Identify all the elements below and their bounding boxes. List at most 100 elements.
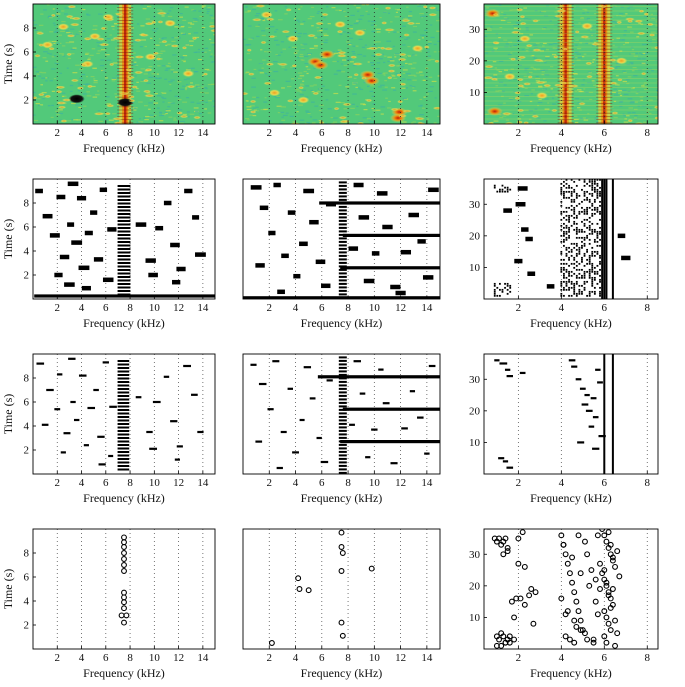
- heatmap-texture: [246, 106, 252, 108]
- heatmap-texture: [380, 84, 385, 86]
- heatmap-texture: [515, 122, 519, 124]
- heatmap-texture: [383, 74, 386, 76]
- mask-pixel: [599, 268, 601, 271]
- mask-pixel: [583, 180, 586, 183]
- heatmap-texture: [366, 118, 372, 120]
- mask-blob: [99, 187, 108, 193]
- heatmap-texture: [338, 84, 342, 86]
- heatmap-texture: [158, 52, 163, 55]
- mask-pixel: [501, 288, 504, 291]
- heatmap-texture: [116, 50, 121, 52]
- heatmap-spot: [398, 52, 407, 57]
- heatmap-texture: [642, 58, 646, 60]
- heatmap-texture: [263, 108, 269, 110]
- heatmap-texture: [643, 88, 648, 91]
- heatmap-spot: [390, 107, 399, 112]
- mask-column-dash: [121, 360, 130, 362]
- heatmap-texture: [342, 31, 347, 33]
- mask-pixel: [575, 244, 578, 247]
- heatmap-spot: [71, 16, 82, 21]
- mask-pixel: [504, 186, 506, 189]
- mask-pixel: [568, 230, 570, 233]
- heatmap-texture: [624, 118, 627, 120]
- mask-column-dash: [338, 195, 347, 198]
- data-point: [560, 541, 567, 548]
- mask-column: [603, 179, 606, 299]
- heatmap-spot: [131, 85, 138, 89]
- mask-pixel: [560, 294, 563, 297]
- heatmap-texture: [594, 13, 598, 15]
- mask-pixel: [596, 192, 599, 195]
- heatmap-band-stripe: [596, 23, 613, 24]
- heatmap-texture: [635, 52, 638, 54]
- heatmap-spot: [249, 110, 257, 114]
- heatmap-texture: [83, 83, 89, 85]
- x-tick-label: 2: [267, 477, 273, 489]
- heatmap-texture: [339, 33, 343, 36]
- heatmap-texture: [114, 47, 119, 49]
- mask-pixel: [591, 188, 594, 191]
- heatmap-texture: [156, 95, 162, 97]
- heatmap-texture: [323, 16, 326, 19]
- heatmap-band-stripe: [596, 16, 613, 18]
- mask-blob: [376, 191, 388, 196]
- mask-column-dash: [338, 209, 347, 212]
- heatmap-texture: [656, 80, 658, 82]
- mask-pixel: [493, 288, 496, 291]
- heatmap-texture: [588, 43, 593, 45]
- heatmap-texture: [305, 110, 309, 112]
- x-tick-label: 4: [79, 127, 85, 139]
- heatmap-texture: [64, 13, 68, 15]
- mask-pixel: [563, 276, 565, 279]
- heatmap-texture: [302, 20, 306, 23]
- heatmap-texture: [170, 69, 175, 71]
- heatmap-texture: [268, 120, 272, 122]
- mask-pixel: [591, 282, 594, 285]
- x-tick-label: 12: [173, 477, 184, 489]
- heatmap-texture: [332, 117, 338, 119]
- mask-column-dash: [338, 373, 347, 376]
- heatmap-band-stripe: [557, 52, 574, 53]
- heatmap-texture: [207, 83, 213, 86]
- heatmap-texture: [374, 8, 379, 10]
- heatmap-texture: [212, 100, 215, 102]
- heatmap-texture: [648, 112, 652, 115]
- heatmap-texture: [576, 59, 581, 61]
- heatmap-texture: [554, 16, 557, 19]
- heatmap-texture: [370, 24, 375, 26]
- heatmap-spot: [247, 72, 255, 76]
- heatmap-spot: [112, 36, 123, 40]
- mask-pixel: [575, 242, 578, 245]
- plot-area: [33, 529, 215, 649]
- heatmap-spot: [144, 94, 155, 98]
- heatmap-texture: [555, 7, 560, 9]
- heatmap-texture: [630, 100, 635, 103]
- heatmap-spot: [352, 62, 363, 66]
- heatmap-texture: [594, 117, 600, 119]
- mask-blob: [135, 222, 147, 227]
- heatmap-texture: [161, 92, 167, 94]
- heatmap-texture: [201, 74, 204, 76]
- heatmap-texture: [171, 71, 175, 73]
- heatmap-texture: [251, 86, 256, 88]
- mask-pixel: [563, 244, 565, 247]
- heatmap-texture: [524, 69, 528, 71]
- heatmap-spot: [349, 55, 358, 59]
- mask-blob: [184, 188, 193, 194]
- data-point: [295, 575, 302, 582]
- mask-pixel: [498, 288, 501, 291]
- heatmap-texture: [355, 86, 358, 89]
- mask-column-dash: [117, 234, 126, 236]
- heatmap-texture: [260, 108, 266, 111]
- mask-column-dash: [338, 363, 347, 366]
- heatmap-spot: [617, 78, 623, 82]
- heatmap-texture: [622, 39, 626, 41]
- mask-pixel: [578, 292, 581, 295]
- heatmap-texture: [394, 16, 400, 18]
- heatmap-band-stripe: [557, 77, 574, 79]
- heatmap-texture: [250, 37, 254, 39]
- mask-column-dash: [117, 185, 126, 187]
- heatmap-spot: [516, 120, 524, 124]
- heatmap-texture: [389, 21, 393, 23]
- heatmap-texture: [584, 38, 590, 40]
